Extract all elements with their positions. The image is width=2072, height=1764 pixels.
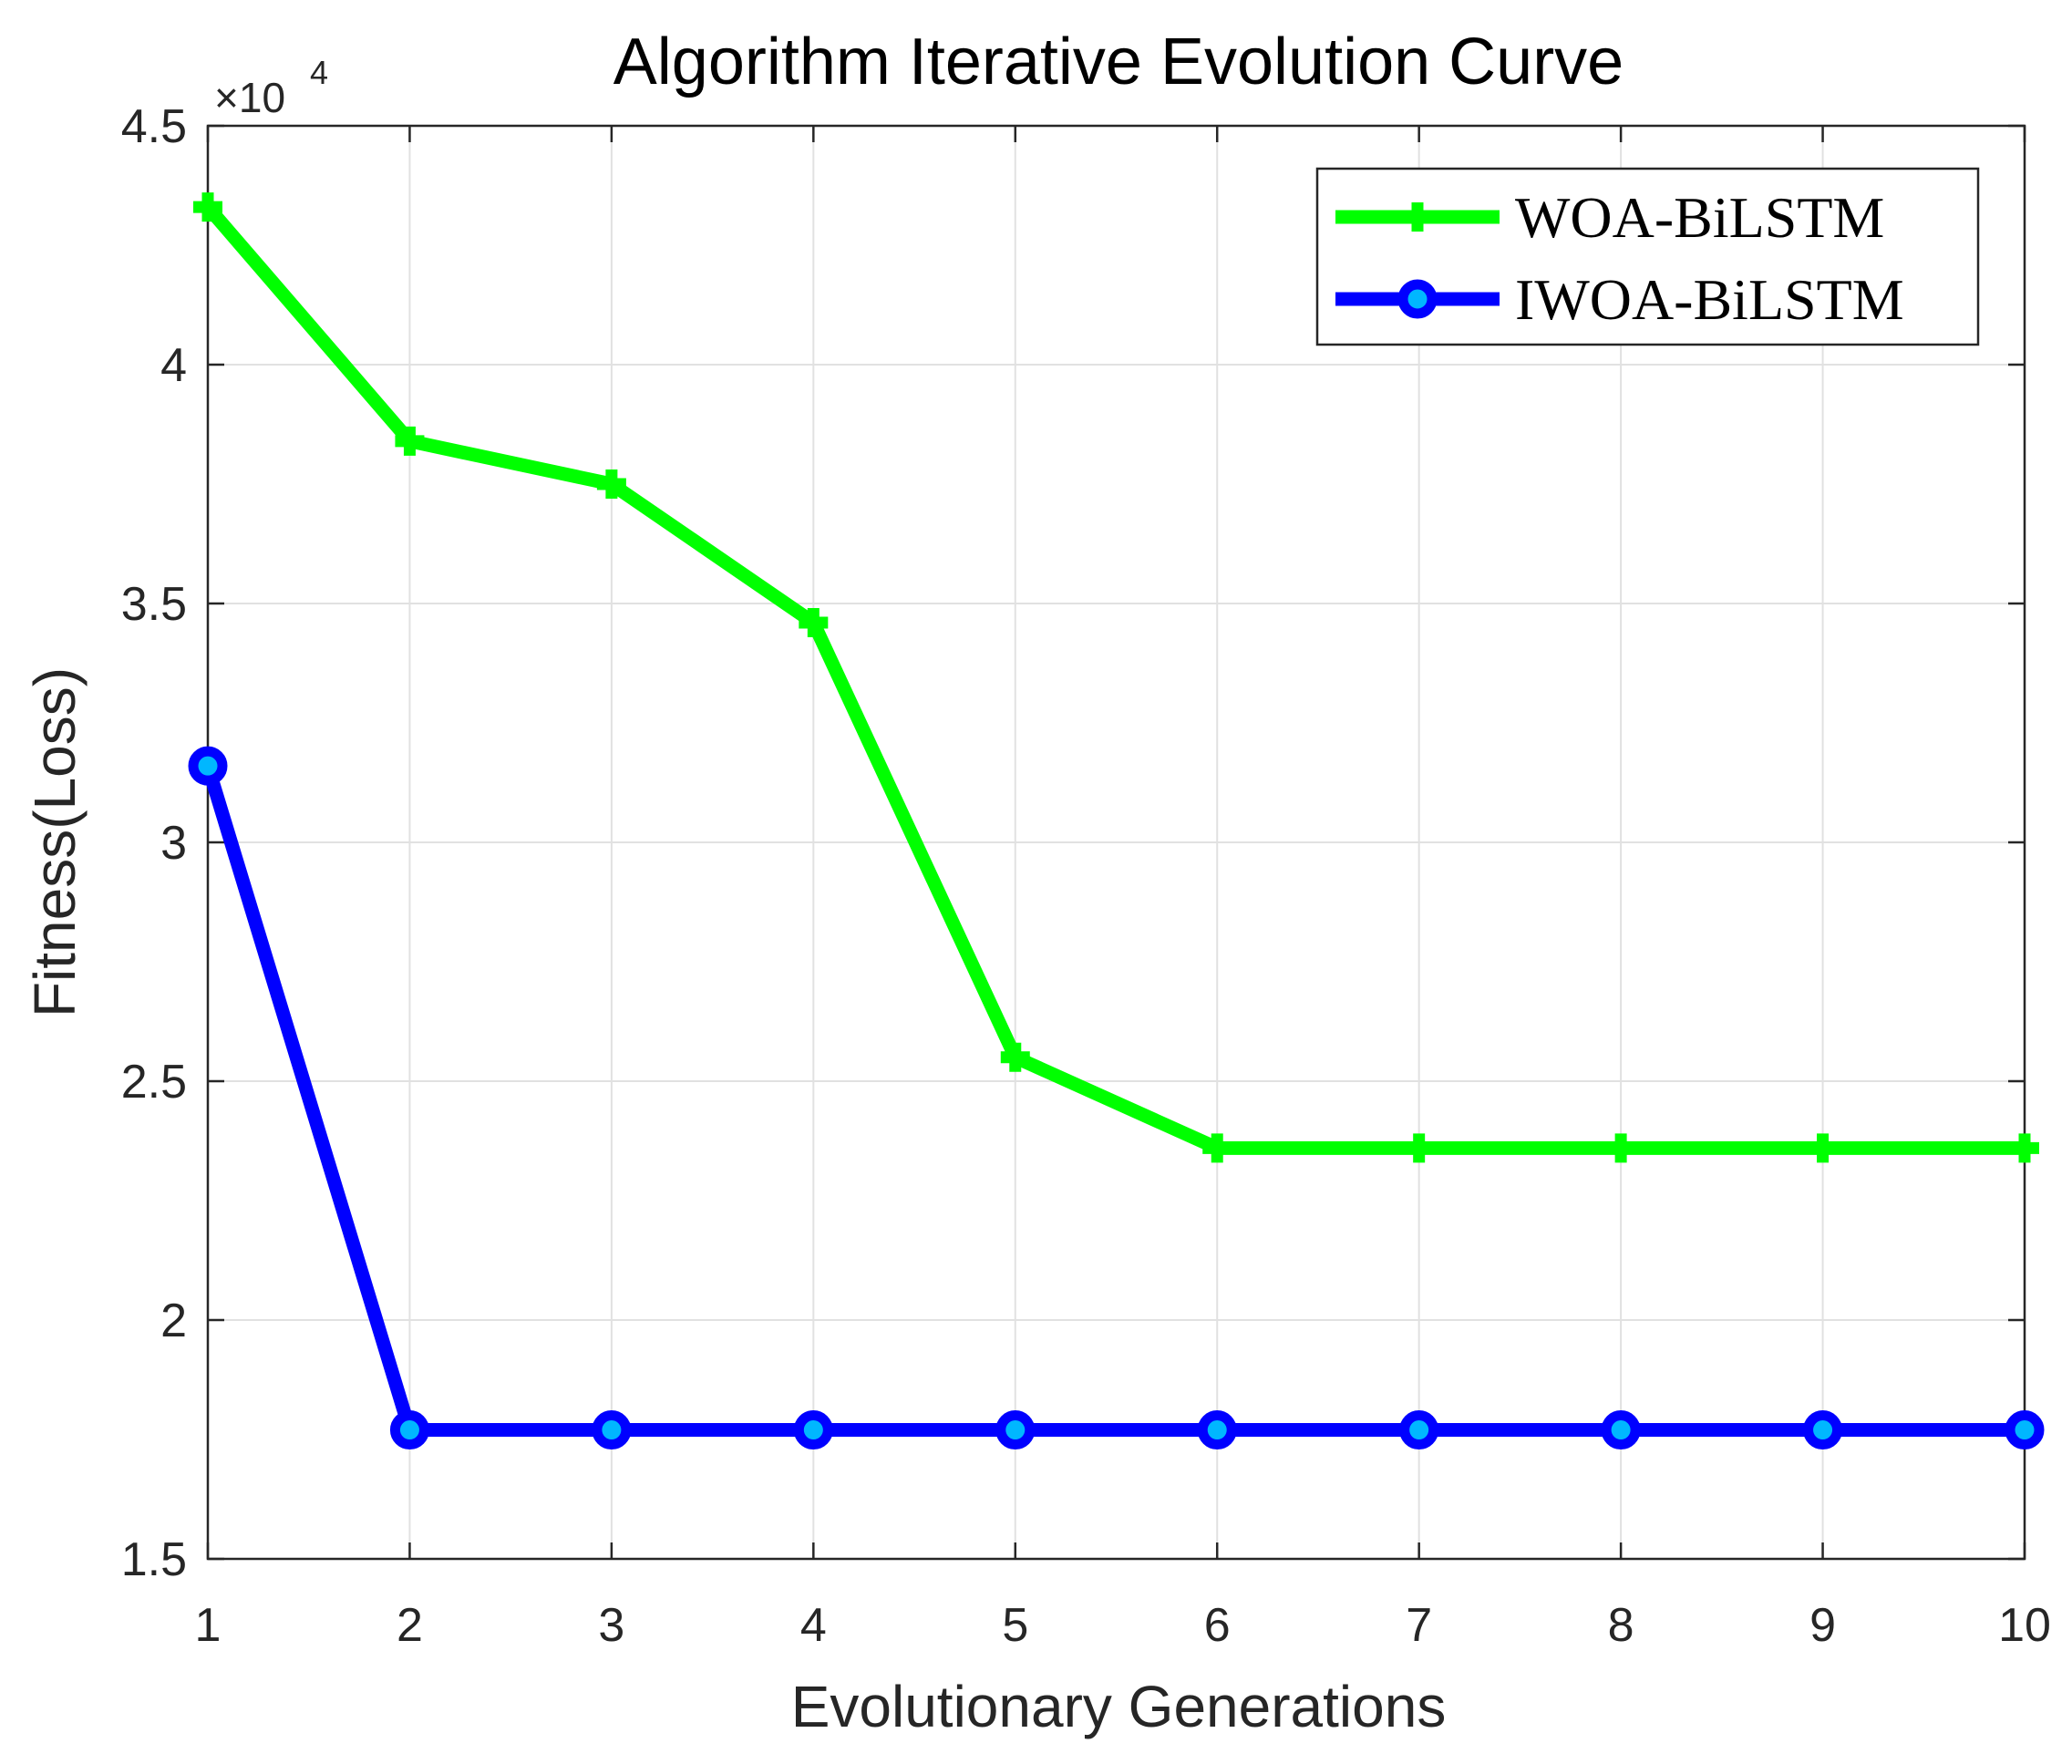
series-WOA-BiLSTM bbox=[193, 192, 2039, 1163]
data-point bbox=[1808, 1133, 1838, 1163]
data-point bbox=[995, 1410, 1036, 1450]
x-tick-label: 1 bbox=[195, 1599, 222, 1652]
y-tick-label: 4.5 bbox=[121, 100, 187, 153]
y-tick-label: 2.5 bbox=[121, 1056, 187, 1109]
data-point bbox=[592, 1410, 632, 1450]
x-tick-label: 2 bbox=[397, 1599, 423, 1652]
legend-marker bbox=[1397, 279, 1438, 319]
legend-label: IWOA-BiLSTM bbox=[1515, 267, 1904, 332]
y-exponent-power: 4 bbox=[310, 54, 328, 91]
series-line bbox=[202, 202, 2025, 1155]
y-tick-label: 4 bbox=[160, 339, 187, 392]
data-point bbox=[1399, 1410, 1439, 1450]
y-tick-label: 2 bbox=[160, 1295, 187, 1347]
data-point bbox=[2005, 1410, 2045, 1450]
x-tick-label: 7 bbox=[1406, 1599, 1432, 1652]
data-point bbox=[389, 1410, 429, 1450]
x-tick-label: 4 bbox=[800, 1599, 827, 1652]
data-point bbox=[596, 469, 626, 499]
series-line bbox=[201, 763, 2025, 1438]
x-tick-labels: 1 2 3 4 5 6 7 8 9 10 bbox=[195, 1599, 2051, 1652]
data-point bbox=[193, 192, 222, 222]
y-axis-title: Fitness(Loss) bbox=[22, 667, 88, 1017]
data-point bbox=[188, 746, 228, 786]
data-point bbox=[793, 1410, 833, 1450]
legend: WOA-BiLSTM IWOA-BiLSTM bbox=[1315, 167, 1980, 346]
data-point bbox=[799, 607, 829, 637]
x-tick-label: 5 bbox=[1002, 1599, 1028, 1652]
x-axis-title: Evolutionary Generations bbox=[791, 1674, 1447, 1739]
y-tick-labels: 1.5 2 2.5 3 3.5 4 4.5 bbox=[121, 100, 187, 1586]
data-point bbox=[1606, 1133, 1636, 1163]
x-tick-label: 3 bbox=[598, 1599, 624, 1652]
x-tick-label: 6 bbox=[1204, 1599, 1231, 1652]
series-IWOA-BiLSTM bbox=[188, 746, 2045, 1450]
x-tick-label: 9 bbox=[1809, 1599, 1836, 1652]
legend-entry: WOA-BiLSTM bbox=[1335, 185, 1884, 250]
y-tick-label: 3 bbox=[160, 817, 187, 870]
y-exponent-label: ×10 4 bbox=[214, 54, 328, 121]
data-point bbox=[1404, 1133, 1434, 1163]
data-point bbox=[1202, 1133, 1232, 1163]
legend-label: WOA-BiLSTM bbox=[1515, 185, 1884, 250]
legend-entry: IWOA-BiLSTM bbox=[1335, 267, 1904, 332]
data-point bbox=[1197, 1410, 1237, 1450]
y-exponent-prefix: ×10 bbox=[214, 74, 285, 121]
data-point bbox=[1000, 1042, 1030, 1072]
data-point bbox=[1601, 1410, 1641, 1450]
data-point bbox=[395, 426, 425, 456]
x-tick-label: 8 bbox=[1608, 1599, 1634, 1652]
legend-marker bbox=[1403, 202, 1432, 232]
axis-ticks bbox=[206, 124, 2026, 1561]
x-tick-label: 10 bbox=[1998, 1599, 2051, 1652]
data-point bbox=[2010, 1133, 2039, 1163]
y-tick-label: 3.5 bbox=[121, 578, 187, 631]
y-tick-label: 1.5 bbox=[121, 1533, 187, 1586]
series-layer bbox=[188, 192, 2045, 1450]
data-point bbox=[1803, 1410, 1843, 1450]
chart-title: Algorithm Iterative Evolution Curve bbox=[613, 26, 1624, 98]
